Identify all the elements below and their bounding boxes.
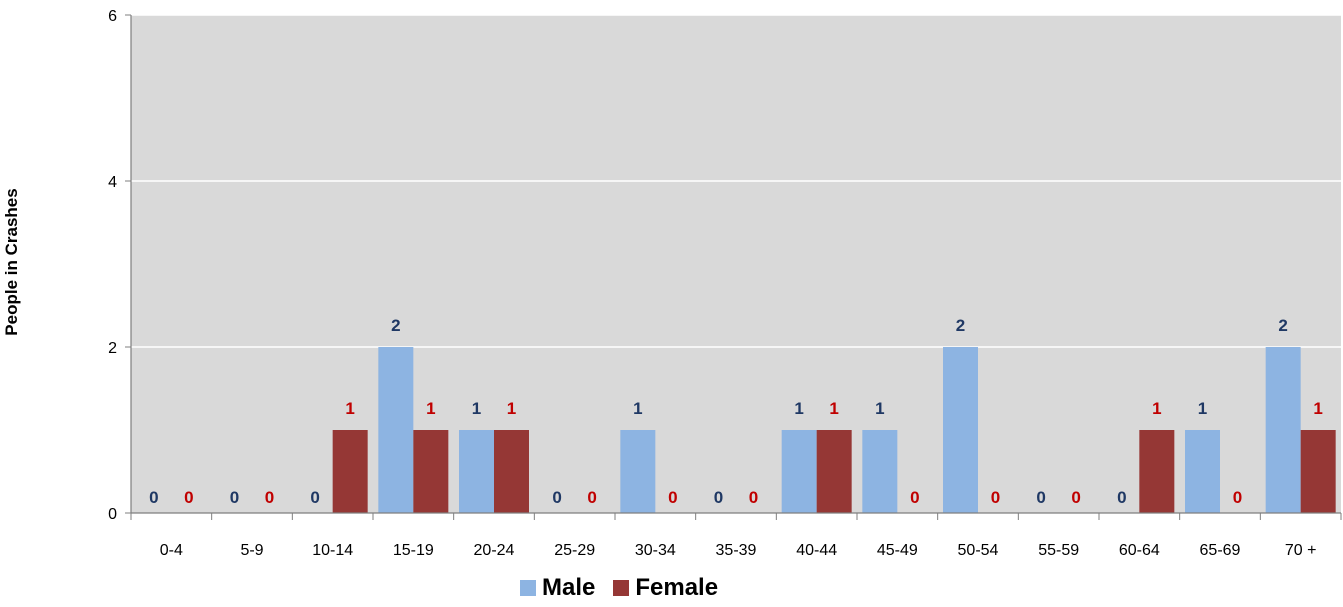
bar-male xyxy=(620,430,656,513)
y-tick-label: 6 xyxy=(108,8,117,25)
data-label-female: 0 xyxy=(749,488,758,507)
legend-swatch-female xyxy=(613,580,630,596)
bars xyxy=(332,347,1336,513)
data-label-male: 2 xyxy=(956,316,965,335)
bar-female xyxy=(816,430,852,513)
x-tick-label: 35-39 xyxy=(716,542,757,559)
x-tick-label: 15-19 xyxy=(393,542,434,559)
legend-label-female: Female xyxy=(635,574,719,601)
x-tick-label: 65-69 xyxy=(1200,542,1241,559)
x-tick-label: 60-64 xyxy=(1119,542,1160,559)
legend-swatch-male xyxy=(520,580,536,596)
data-label-female: 1 xyxy=(1152,399,1161,418)
data-labels: 0 0 0 2 1 0 1 0 1 1 2 0 0 1 2 0 0 1 1 1 0 0 0 1 0 0 0 1 0 1 xyxy=(149,316,1323,507)
y-axis-title-text: People in Crashes xyxy=(2,188,21,336)
x-tick-label: 10-14 xyxy=(312,542,353,559)
data-label-female: 1 xyxy=(829,399,838,418)
data-label-female: 0 xyxy=(587,488,596,507)
x-tick-label: 40-44 xyxy=(796,542,837,559)
x-tick-label: 50-54 xyxy=(958,542,999,559)
data-label-male: 0 xyxy=(552,488,561,507)
data-label-male: 1 xyxy=(1198,399,1207,418)
data-label-male: 1 xyxy=(633,399,642,418)
x-tick-label: 30-34 xyxy=(635,542,676,559)
data-label-male: 0 xyxy=(149,488,158,507)
data-label-male: 2 xyxy=(391,316,400,335)
bar-male xyxy=(1265,347,1301,513)
legend-item-female: Female xyxy=(613,574,718,602)
data-label-male: 1 xyxy=(472,399,481,418)
data-label-male: 0 xyxy=(714,488,723,507)
data-label-female: 0 xyxy=(991,488,1000,507)
x-tick-label: 0-4 xyxy=(160,542,183,559)
x-tick-label: 20-24 xyxy=(474,542,515,559)
data-label-female: 1 xyxy=(1313,399,1322,418)
data-label-female: 0 xyxy=(184,488,193,507)
legend-item-male: Male xyxy=(520,574,595,602)
data-label-male: 0 xyxy=(1036,488,1045,507)
data-label-female: 1 xyxy=(345,399,354,418)
y-tick-label: 4 xyxy=(108,174,117,191)
y-tick-label: 0 xyxy=(108,506,117,523)
data-label-female: 1 xyxy=(426,399,435,418)
bar-female xyxy=(413,430,449,513)
x-tick-label: 45-49 xyxy=(877,542,918,559)
data-label-female: 0 xyxy=(668,488,677,507)
x-tick-label: 5-9 xyxy=(240,542,263,559)
x-tick-label: 55-59 xyxy=(1038,542,1079,559)
data-label-male: 0 xyxy=(1117,488,1126,507)
data-label-male: 2 xyxy=(1278,316,1287,335)
legend-label-male: Male xyxy=(542,574,596,601)
data-label-female: 0 xyxy=(1071,488,1080,507)
legend: Male Female xyxy=(520,574,736,602)
x-tick-label: 25-29 xyxy=(554,542,595,559)
data-label-male: 0 xyxy=(230,488,239,507)
bar-male xyxy=(1185,430,1220,513)
bar-female xyxy=(494,430,529,513)
data-label-male: 1 xyxy=(794,399,803,418)
bar-male xyxy=(781,430,817,513)
bar-male xyxy=(378,347,414,513)
data-label-female: 0 xyxy=(265,488,274,507)
bar-male xyxy=(943,347,978,513)
data-label-female: 1 xyxy=(507,399,516,418)
gridlines xyxy=(131,14,1341,348)
data-label-female: 0 xyxy=(910,488,919,507)
bar-female xyxy=(332,430,368,513)
data-label-male: 0 xyxy=(310,488,319,507)
bar-female xyxy=(1300,430,1336,513)
data-label-female: 0 xyxy=(1233,488,1242,507)
x-tick-label: 70 + xyxy=(1285,542,1317,559)
y-tick-label: 2 xyxy=(108,340,117,357)
data-label-male: 1 xyxy=(875,399,884,418)
bar-male xyxy=(862,430,898,513)
bar-female xyxy=(1139,430,1175,513)
axes: 0 2 4 6 0-4 5-9 10-14 15-19 20-24 25-29 30-34 35-39… xyxy=(108,8,1342,559)
bar-male xyxy=(459,430,494,513)
